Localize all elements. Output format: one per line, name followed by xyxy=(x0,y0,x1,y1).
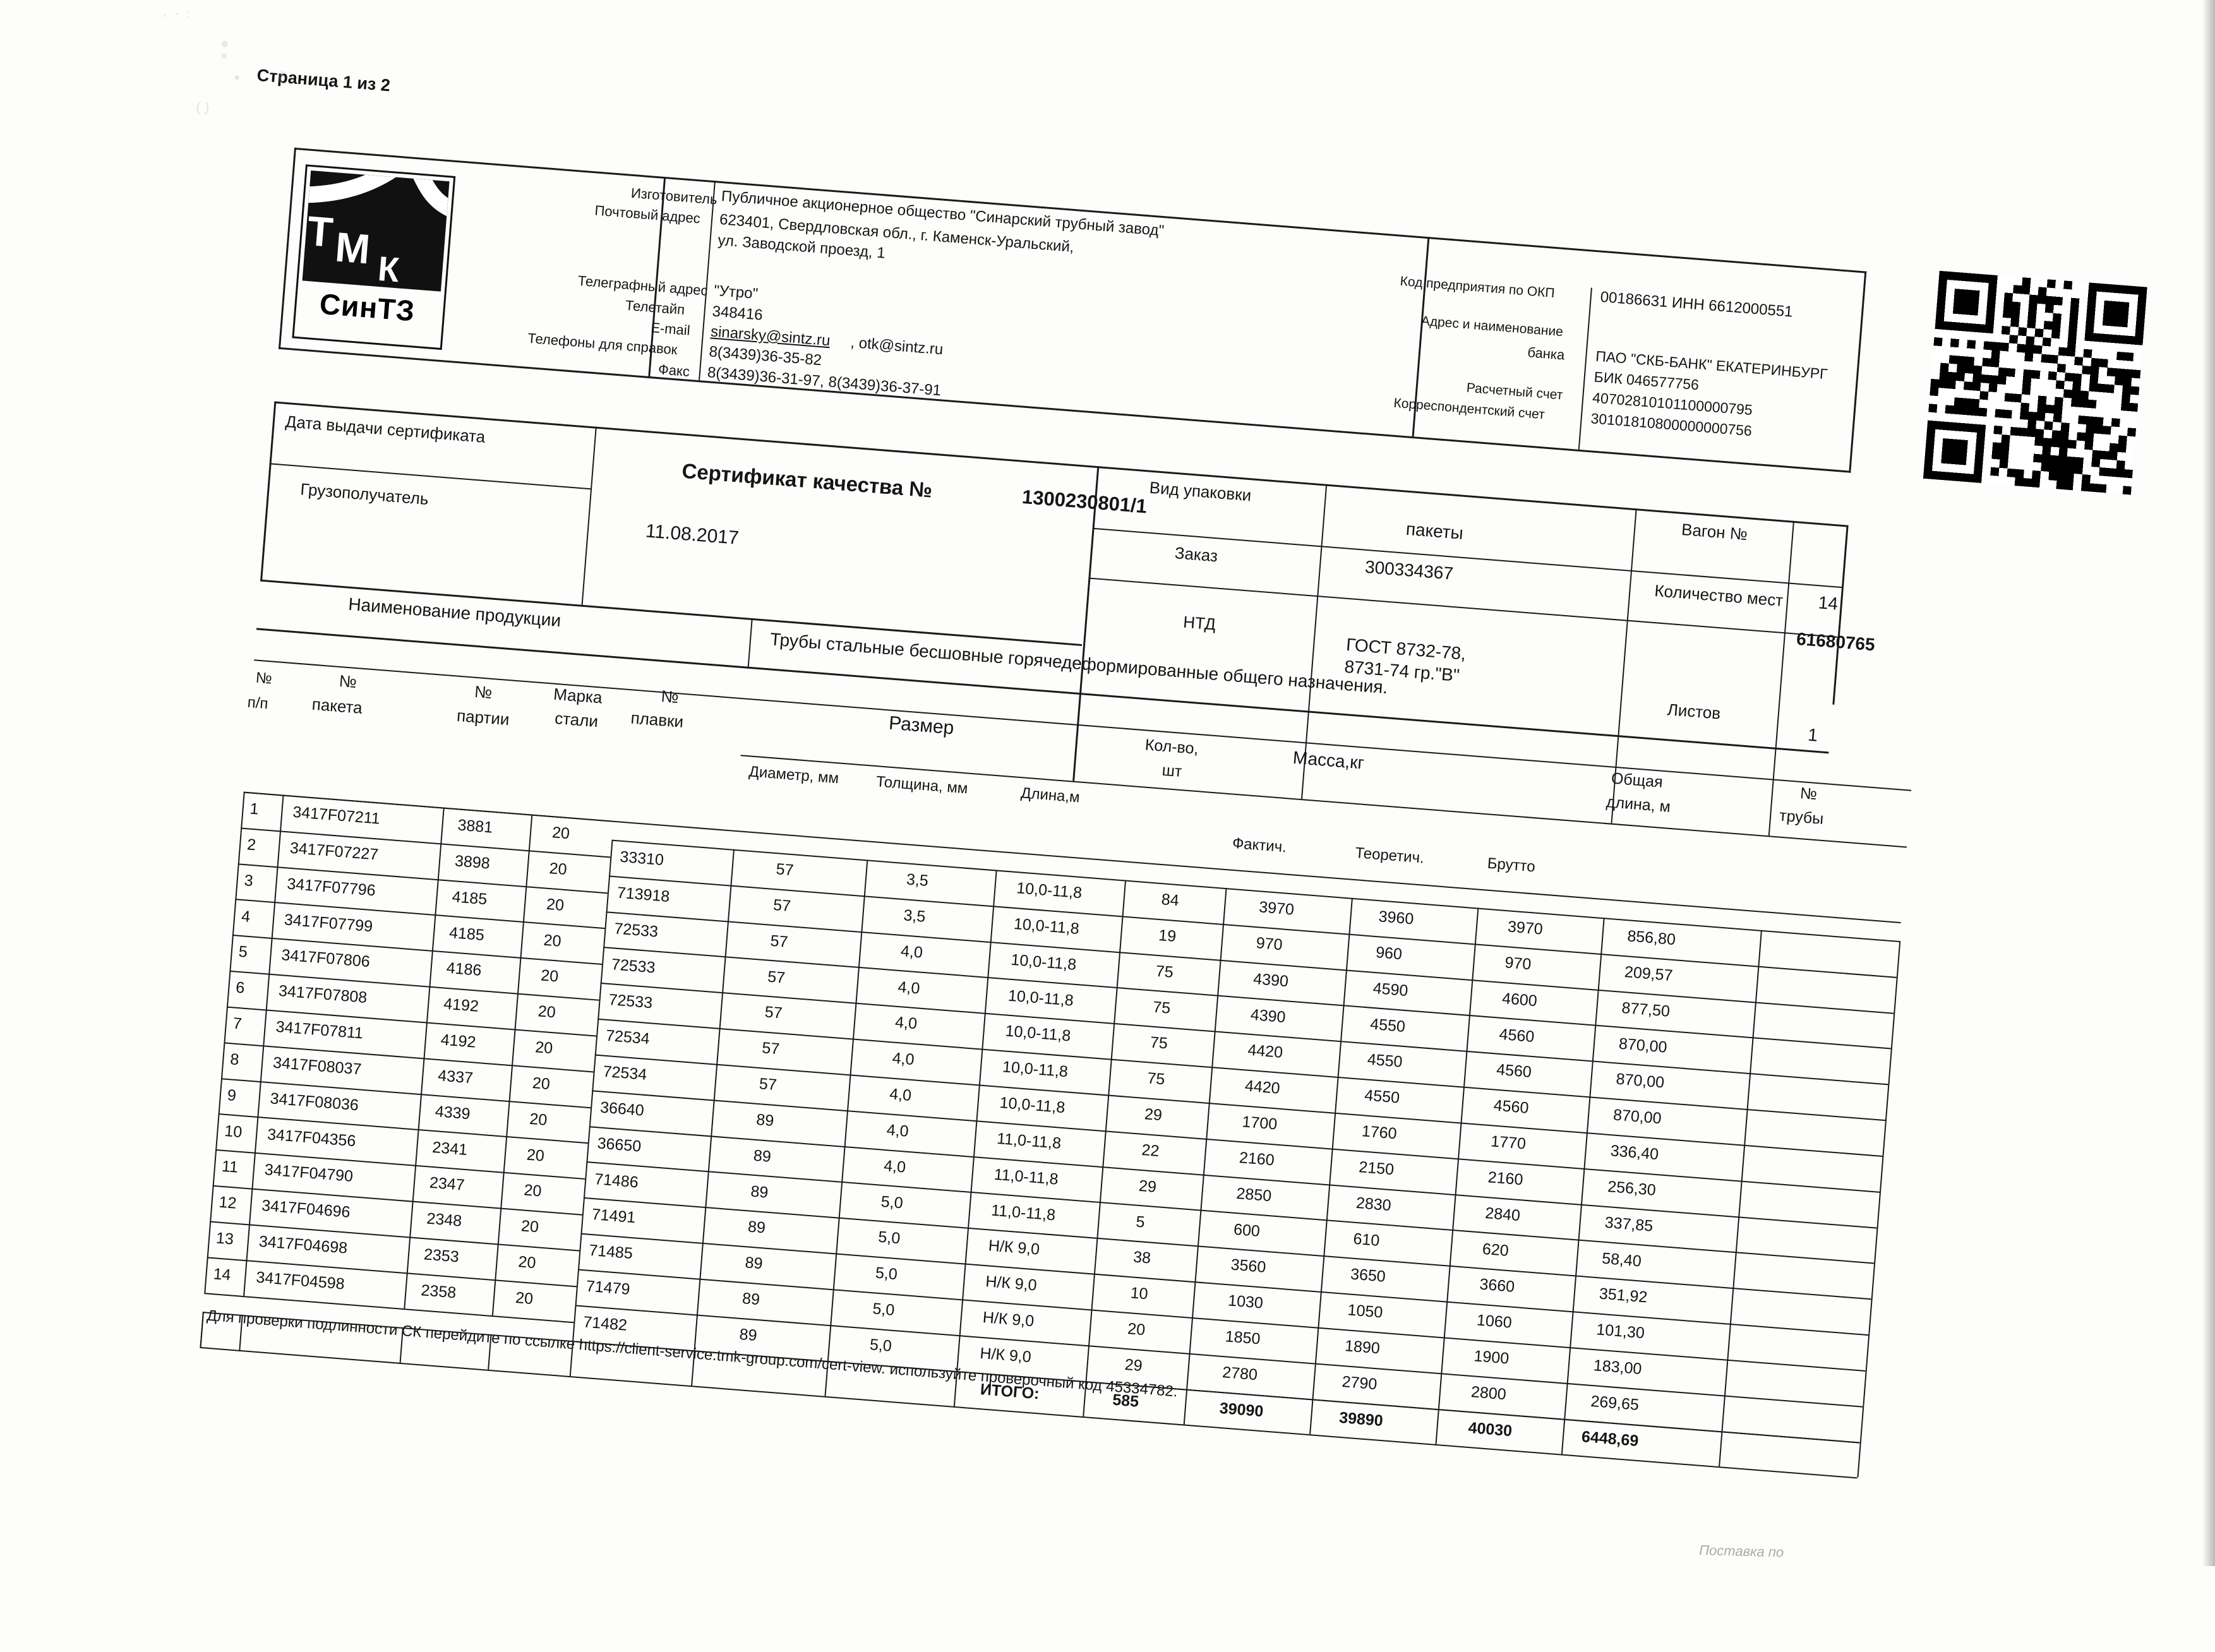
svg-text:К: К xyxy=(376,249,401,289)
svg-text:Т: Т xyxy=(306,207,335,256)
svg-text:М: М xyxy=(333,223,372,272)
